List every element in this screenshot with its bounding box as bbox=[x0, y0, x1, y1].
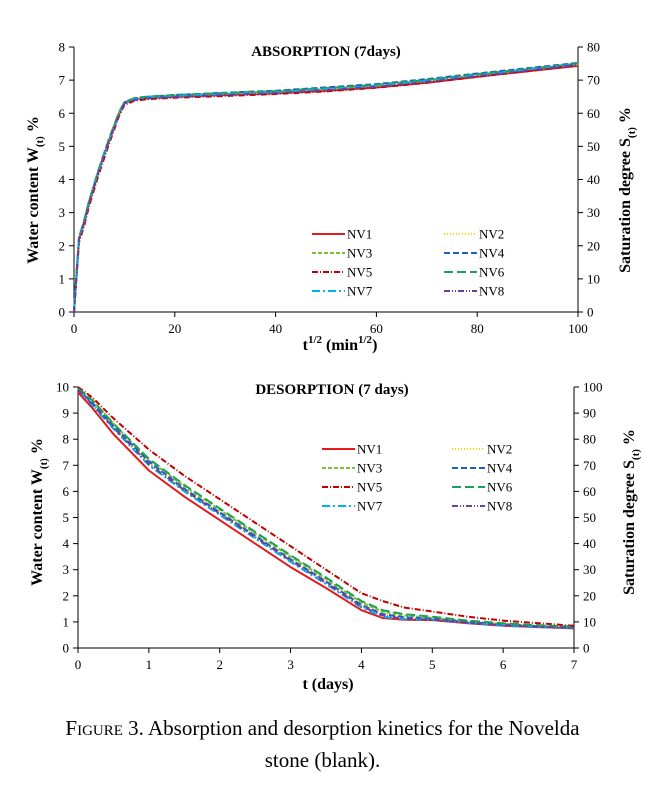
series-group bbox=[77, 386, 575, 630]
y-tick-label: 4 bbox=[59, 172, 66, 187]
x-tick-label: 5 bbox=[429, 657, 436, 672]
y-tick-label: 8 bbox=[63, 432, 70, 447]
y2-tick-label: 0 bbox=[583, 641, 590, 656]
series-line-nv5 bbox=[77, 386, 575, 627]
x-tick-label: 60 bbox=[370, 321, 383, 336]
chart-title: DESORPTION (7 days) bbox=[255, 382, 408, 398]
legend-label-nv3: NV3 bbox=[357, 461, 382, 476]
series-group bbox=[73, 61, 579, 313]
legend-label-nv7: NV7 bbox=[347, 284, 373, 299]
chart-title: ABSORPTION (7days) bbox=[251, 44, 401, 60]
legend-label-nv7: NV7 bbox=[357, 499, 383, 514]
y2-tick-label: 40 bbox=[583, 536, 596, 551]
y2-tick-label: 0 bbox=[587, 305, 594, 320]
y-tick-label: 4 bbox=[63, 536, 70, 551]
x-axis-label: t (days) bbox=[302, 676, 353, 693]
y-tick-label: 0 bbox=[59, 305, 66, 320]
caption-text: 3. Absorption and desorption kinetics fo… bbox=[122, 716, 580, 740]
y2-tick-label: 20 bbox=[583, 588, 596, 603]
x-tick-label: 4 bbox=[358, 657, 365, 672]
legend-label-nv1: NV1 bbox=[347, 227, 372, 242]
y-tick-label: 5 bbox=[59, 139, 66, 154]
legend-label-nv8: NV8 bbox=[479, 284, 504, 299]
x-tick-label: 2 bbox=[216, 657, 223, 672]
y-tick-label: 8 bbox=[59, 40, 66, 55]
legend: NV1 NV2 NV3 NV4 NV5 NV6 NV7 NV8 bbox=[322, 442, 513, 514]
desorption-chart: 0 1 2 3 4 5 6 701234567891001020304050607080901… bbox=[29, 380, 642, 694]
y-tick-label: 1 bbox=[59, 271, 66, 286]
legend-label-nv3: NV3 bbox=[347, 246, 372, 261]
x-tick-label: 6 bbox=[500, 657, 507, 672]
series-line-nv8 bbox=[73, 63, 579, 313]
y-tick-label: 10 bbox=[56, 380, 69, 395]
y-tick-label: 9 bbox=[63, 406, 70, 421]
figure-caption-line-2: stone (blank). bbox=[264, 748, 381, 772]
y-tick-label: 7 bbox=[59, 73, 66, 88]
y2-tick-label: 10 bbox=[583, 614, 596, 629]
legend-label-nv2: NV2 bbox=[487, 442, 512, 457]
y2-tick-label: 70 bbox=[587, 73, 600, 88]
x-tick-label: 100 bbox=[568, 321, 588, 336]
legend-label-nv6: NV6 bbox=[487, 480, 513, 495]
figure-caption-line-1: Figure 3. Absorption and desorption kine… bbox=[0, 716, 645, 741]
y2-tick-label: 90 bbox=[583, 406, 596, 421]
x-tick-label: 0 bbox=[75, 657, 82, 672]
y-tick-label: 3 bbox=[63, 562, 70, 577]
legend-label-nv4: NV4 bbox=[479, 246, 505, 261]
x-tick-label: 40 bbox=[269, 321, 282, 336]
y2-tick-label: 70 bbox=[583, 458, 596, 473]
y-tick-label: 7 bbox=[63, 458, 70, 473]
series-line-nv8 bbox=[77, 388, 575, 629]
y2-tick-label: 50 bbox=[583, 510, 596, 525]
y2-tick-label: 80 bbox=[583, 432, 596, 447]
y2-tick-label: 10 bbox=[587, 271, 600, 286]
legend-label-nv2: NV2 bbox=[479, 227, 504, 242]
legend-label-nv5: NV5 bbox=[347, 265, 372, 280]
x-tick-label: 0 bbox=[71, 321, 78, 336]
absorption-chart: 0 20 40 60 80 10001234567801020304050607080AB… bbox=[25, 40, 638, 355]
y2-tick-label: 40 bbox=[587, 172, 600, 187]
y2-tick-label: 60 bbox=[583, 484, 596, 499]
legend-label-nv8: NV8 bbox=[487, 499, 512, 514]
legend-label-nv6: NV6 bbox=[479, 265, 505, 280]
legend-label-nv5: NV5 bbox=[357, 480, 382, 495]
y-axis-label: Water content W(t) % bbox=[25, 116, 46, 264]
legend-label-nv1: NV1 bbox=[357, 442, 382, 457]
y2-axis-label: Saturation degree S(t) % bbox=[617, 107, 638, 273]
legend-label-nv4: NV4 bbox=[487, 461, 513, 476]
x-tick-label: 20 bbox=[168, 321, 181, 336]
y-tick-label: 1 bbox=[63, 614, 70, 629]
y2-tick-label: 60 bbox=[587, 106, 600, 121]
y2-axis-label: Saturation degree S(t) % bbox=[621, 429, 642, 595]
x-tick-label: 80 bbox=[471, 321, 484, 336]
y-tick-label: 3 bbox=[59, 205, 66, 220]
y-tick-label: 6 bbox=[63, 484, 70, 499]
y-tick-label: 5 bbox=[63, 510, 70, 525]
series-line-nv6 bbox=[77, 387, 575, 628]
x-tick-label: 7 bbox=[571, 657, 578, 672]
y2-tick-label: 30 bbox=[587, 205, 600, 220]
x-tick-label: 1 bbox=[146, 657, 153, 672]
y2-tick-label: 100 bbox=[583, 380, 603, 395]
y2-tick-label: 30 bbox=[583, 562, 596, 577]
y-axis-label: Water content W(t) % bbox=[29, 438, 50, 586]
y2-tick-label: 20 bbox=[587, 238, 600, 253]
x-tick-label: 3 bbox=[287, 657, 294, 672]
legend: NV1 NV2 NV3 NV4 NV5 NV6 NV7 NV8 bbox=[312, 227, 505, 299]
y-tick-label: 6 bbox=[59, 106, 66, 121]
y2-tick-label: 50 bbox=[587, 139, 600, 154]
x-axis-label: t1/2 (min1/2) bbox=[303, 334, 378, 354]
y-tick-label: 0 bbox=[63, 641, 70, 656]
y2-tick-label: 80 bbox=[587, 40, 600, 55]
y-tick-label: 2 bbox=[63, 588, 70, 603]
y-tick-label: 2 bbox=[59, 238, 66, 253]
caption-label: Figure bbox=[65, 716, 123, 740]
